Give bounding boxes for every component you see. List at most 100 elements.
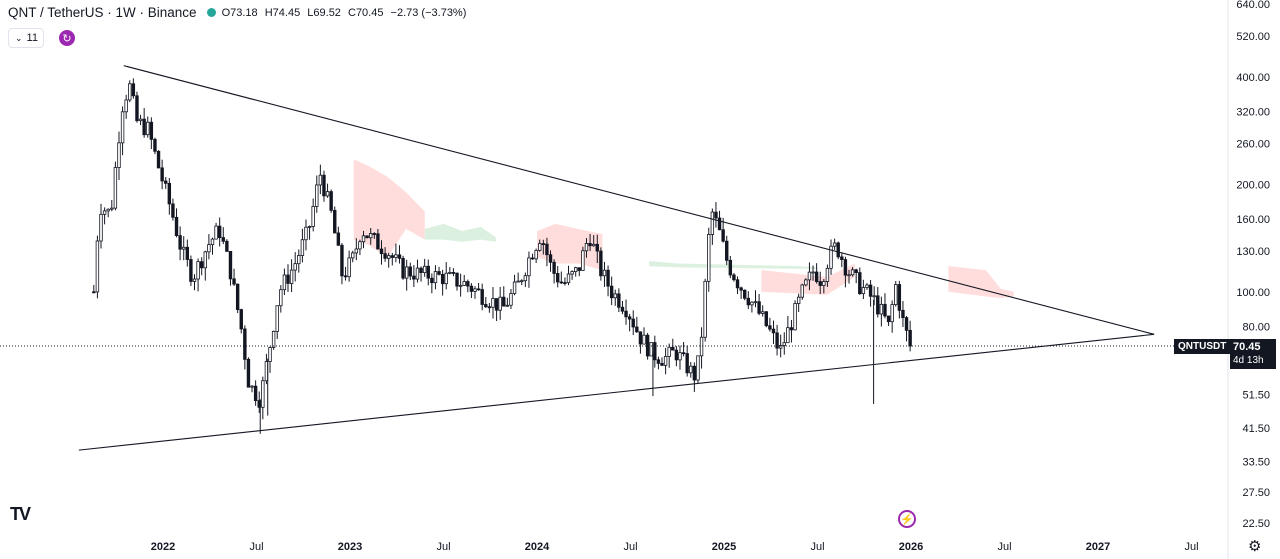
market-status-dot-icon (206, 8, 216, 17)
candle-up (444, 272, 448, 285)
candle-down (814, 271, 819, 282)
candle-up (804, 279, 808, 286)
time-axis[interactable]: 2022 Jul 2023 Jul 2024 Jul 2025 Jul 2026 Jul 2027 J… (151, 541, 1199, 553)
candle-up (448, 271, 452, 274)
candle-down (606, 269, 610, 287)
candle-up (890, 304, 894, 323)
candle-up (422, 265, 427, 274)
y-tick-label: 33.50 (1242, 456, 1270, 468)
lightning-icon[interactable]: ⚡ (898, 510, 916, 528)
candle-down (419, 267, 423, 274)
candle-down (739, 287, 743, 291)
candle-up (570, 271, 574, 275)
y-tick-label: 260.00 (1236, 139, 1270, 151)
bearish-cloud (353, 159, 425, 258)
triangle-trendline[interactable] (78, 333, 1155, 451)
candle-up (591, 243, 596, 247)
candle-down (735, 279, 740, 289)
tradingview-logo-icon[interactable]: TV (10, 504, 31, 524)
candle-down (617, 293, 621, 308)
candle-down (588, 243, 592, 247)
x-tick-label: 2022 (151, 541, 175, 553)
candle-down (545, 243, 549, 256)
price-axis[interactable]: 640.00 520.00 400.00 320.00 260.00 200.00 160.… (1227, 0, 1270, 559)
x-tick-label: Jul (997, 541, 1011, 553)
candle-down (908, 329, 912, 347)
x-tick-label: Jul (436, 541, 450, 553)
gear-icon[interactable]: ⚙ (1248, 538, 1262, 555)
candle-up (203, 251, 207, 269)
symbol-title[interactable]: QNT / TetherUS · 1W · Binance (8, 5, 197, 20)
x-tick-label: Jul (1184, 541, 1198, 553)
candle-down (383, 253, 387, 259)
candle-up (304, 226, 308, 241)
candle-up (117, 142, 121, 168)
candle-up (394, 254, 398, 258)
candle-down (577, 267, 581, 271)
candle-up (527, 257, 531, 277)
candle-up (786, 327, 790, 344)
candle-down (484, 304, 488, 308)
candle-down (768, 325, 772, 330)
candle-down (92, 291, 96, 294)
candle-down (627, 316, 632, 320)
candle-down (253, 385, 258, 402)
candle-down (340, 244, 344, 277)
candle-down (228, 250, 233, 280)
candle-up (293, 263, 297, 271)
candle-up (894, 284, 898, 306)
candle-up (710, 211, 715, 235)
candle-down (401, 257, 405, 279)
x-tick-label: 2024 (525, 541, 550, 553)
candle-up (753, 301, 758, 304)
candle-down (714, 211, 718, 219)
candle-down (221, 237, 225, 242)
candle-up (534, 249, 538, 260)
candle-down (818, 281, 822, 286)
candle-down (153, 138, 157, 152)
candle-up (663, 356, 668, 366)
candle-down (426, 265, 430, 279)
candle-up (505, 304, 510, 307)
candle-up (113, 167, 118, 209)
candle-up (415, 267, 420, 280)
candle-down (854, 269, 858, 273)
candle-up (573, 267, 578, 273)
candle-down (430, 277, 434, 284)
last-price-value: 70.45 (1233, 341, 1261, 354)
candle-down (243, 328, 247, 360)
change-value: −2.73 (−3.73%) (390, 6, 467, 19)
candle-up (210, 238, 215, 245)
candle-down (789, 327, 794, 331)
triangle-trendline[interactable] (123, 65, 1155, 335)
candle-up (297, 255, 301, 265)
candle-down (631, 318, 635, 328)
open-value: O73.18 (221, 6, 258, 19)
refresh-icon[interactable]: ↻ (59, 30, 75, 46)
candle-up (696, 355, 700, 381)
candle-down (286, 274, 290, 284)
candle-up (307, 226, 312, 228)
candle-up (300, 239, 305, 256)
candle-down (541, 243, 546, 246)
candle-up (811, 271, 815, 274)
candle-up (865, 284, 869, 288)
candle-down (746, 297, 751, 306)
candle-up (289, 269, 294, 284)
candle-down (149, 121, 154, 140)
candle-down (469, 285, 474, 292)
candle-down (692, 365, 697, 381)
candle-down (217, 225, 222, 238)
indicators-toggle-button[interactable]: ⌄ 11 (8, 28, 44, 48)
candle-up (872, 295, 876, 298)
candle-down (164, 180, 168, 184)
candle-up (106, 208, 110, 212)
candle-down (225, 240, 229, 252)
candle-up (861, 287, 866, 295)
candle-down (858, 272, 862, 295)
candle-up (102, 210, 107, 215)
candle-down (476, 288, 481, 291)
candle-up (261, 380, 265, 408)
candle-up (146, 121, 150, 136)
